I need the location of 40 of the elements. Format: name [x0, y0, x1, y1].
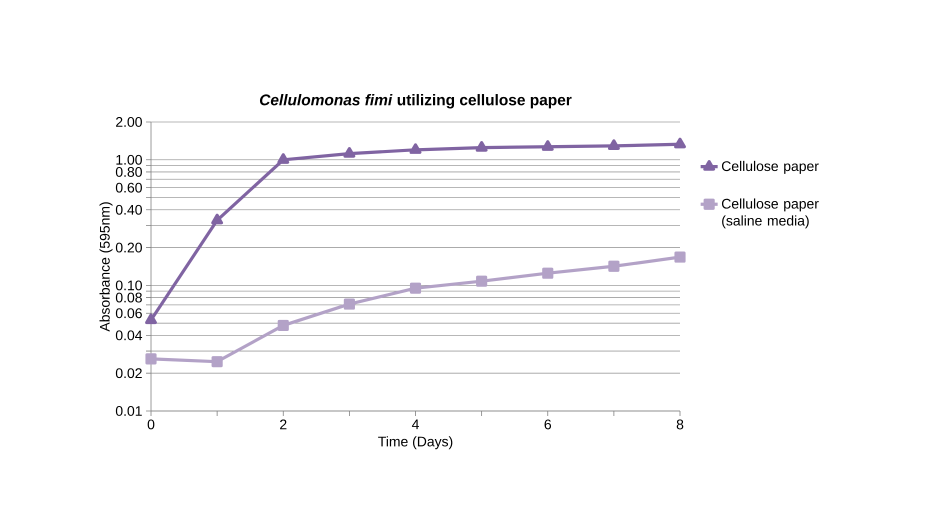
point: [674, 252, 686, 263]
point: [608, 260, 620, 272]
x-tick-label: 6: [544, 419, 552, 430]
x-tick-label: 0: [148, 419, 154, 430]
point: [277, 153, 290, 164]
point: [674, 138, 686, 148]
point: [608, 139, 620, 150]
point: [145, 353, 157, 364]
y-tick-label: 0.10: [116, 280, 142, 290]
point: [344, 298, 355, 310]
y-tick-label: 0.40: [116, 204, 142, 215]
x-tick-label: 4: [412, 420, 419, 430]
x-tick-label: 2: [280, 419, 286, 430]
y-axis-title: Absorbance (595nm): [100, 202, 113, 332]
point: [211, 214, 224, 224]
point: [542, 268, 554, 279]
x-tick-label: 8: [676, 419, 684, 430]
y-tick-label: 0.08: [116, 292, 142, 302]
y-tick-label: 0.80: [116, 167, 142, 177]
y-tick-label: 0.60: [116, 182, 142, 193]
chart-title: Cellulomonas fimi utilizing cellulose paper: [260, 94, 572, 108]
point: [278, 320, 289, 332]
y-tick-label: 2.00: [116, 117, 142, 127]
point: [542, 140, 554, 151]
legend-label: Cellulose paper: [722, 160, 819, 174]
y-tick-label: 0.02: [116, 368, 142, 378]
point: [476, 141, 488, 152]
y-tick-label: 0.06: [116, 308, 142, 318]
y-tick-label: 0.04: [116, 330, 142, 340]
point: [212, 356, 223, 368]
y-tick-label: 0.01: [116, 406, 142, 416]
point: [343, 147, 356, 158]
legend-label: Cellulose paper (saline media): [722, 198, 819, 228]
point: [476, 276, 488, 287]
x-axis-title: Time (Days): [378, 436, 452, 450]
point: [145, 313, 157, 324]
point: [410, 143, 422, 154]
point: [410, 282, 422, 294]
y-tick-label: 1.00: [116, 154, 142, 165]
y-tick-label: 0.20: [116, 242, 142, 253]
